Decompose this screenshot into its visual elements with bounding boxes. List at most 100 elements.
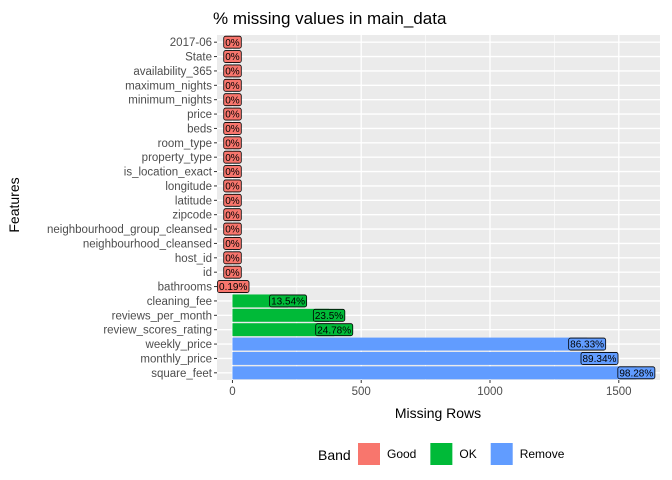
bar-label-price: 0% xyxy=(225,110,240,121)
bar-label-box xyxy=(312,308,346,322)
bar-reviews_per_month xyxy=(232,308,330,322)
bar-label-neighbourhood_cleansed: 0% xyxy=(225,239,240,250)
bar-label-box xyxy=(223,150,242,164)
x-tick-label: 1500 xyxy=(606,386,632,398)
bar-label-box xyxy=(217,280,250,293)
bar-weekly_price xyxy=(232,337,588,351)
bar-monthly_price xyxy=(232,351,600,365)
gridlines xyxy=(217,35,660,380)
bar-label-box xyxy=(223,193,242,207)
bar-label-box xyxy=(315,323,354,337)
bar-label-availability_365: 0% xyxy=(225,67,240,78)
bar-label-id: 0% xyxy=(225,268,240,279)
bar-label-reviews_per_month: 23.5% xyxy=(315,311,343,322)
chart-title: % missing values in main_data xyxy=(213,9,447,28)
bar-label-neighbourhood_group_cleansed: 0% xyxy=(225,225,240,236)
y-tick-label: weekly_price xyxy=(145,339,212,351)
bar-label-box xyxy=(223,165,242,178)
bar-label-beds: 0% xyxy=(225,124,240,135)
y-tick-label: State xyxy=(185,52,212,64)
bar-label-box xyxy=(223,265,242,279)
bar-label-bathrooms: 0.19% xyxy=(219,282,247,293)
y-tick-label: zipcode xyxy=(172,210,212,222)
y-tick-label: latitude xyxy=(175,195,212,207)
y-tick-label: longitude xyxy=(165,181,212,193)
bar-label-box xyxy=(223,35,242,49)
bar-review_scores_rating xyxy=(232,323,335,337)
legend-title: Band xyxy=(318,447,351,463)
bar-label-cleaning_fee: 13.54% xyxy=(271,297,305,308)
y-tick-label: 2017-06 xyxy=(170,37,212,49)
bar-label-zipcode: 0% xyxy=(225,210,240,221)
legend-key-remove xyxy=(490,443,513,465)
y-axis-ticks: 2017-06 State availability_365 maximum_nigh… xyxy=(47,37,217,380)
bar-label-is_location_exact: 0% xyxy=(225,167,240,178)
bar-label-box xyxy=(223,251,242,265)
x-tick-label: 0 xyxy=(229,386,235,398)
bar-label-box xyxy=(223,107,242,121)
bar-label-box xyxy=(223,50,242,63)
bar-label-maximum_nights: 0% xyxy=(225,81,240,92)
bar-label-box xyxy=(617,366,656,380)
bar-label-box xyxy=(223,237,242,250)
y-tick-label: is_location_exact xyxy=(124,167,213,179)
y-tick-label: neighbourhood_cleansed xyxy=(83,238,212,250)
x-axis-ticks: 0 500 1000 1500 xyxy=(229,380,632,398)
y-tick-label: price xyxy=(187,109,212,121)
bar-label-2017-06: 0% xyxy=(225,38,240,49)
bar-label-box xyxy=(223,179,242,193)
x-tick-label: 500 xyxy=(352,386,371,398)
x-axis-title: Missing Rows xyxy=(395,405,481,421)
bar-label-weekly_price: 86.33% xyxy=(570,340,604,351)
y-tick-label: property_type xyxy=(142,152,212,164)
legend-label-remove: Remove xyxy=(520,447,565,461)
bar-label-monthly_price: 89.34% xyxy=(583,354,617,365)
bar-label-square_feet: 98.28% xyxy=(619,368,653,379)
bar-label-minimum_nights: 0% xyxy=(225,95,240,106)
bar-label-latitude: 0% xyxy=(225,196,240,207)
bar-label-State: 0% xyxy=(225,52,240,63)
bars xyxy=(232,280,637,380)
bar-label-box xyxy=(269,294,308,308)
bar-label-box xyxy=(223,64,242,78)
bar-label-box xyxy=(580,352,619,365)
bar-label-box xyxy=(568,337,607,351)
y-tick-label: neighbourhood_group_cleansed xyxy=(47,224,212,236)
legend-label-good: Good xyxy=(387,447,416,461)
bar-label-box xyxy=(223,122,242,135)
bar-label-review_scores_rating: 24.78% xyxy=(317,325,351,336)
bar-label-property_type: 0% xyxy=(225,153,240,164)
y-tick-label: beds xyxy=(187,123,212,135)
y-tick-label: id xyxy=(203,267,212,279)
legend-key-ok xyxy=(430,443,453,465)
legend: Band Good OK Remove xyxy=(318,443,565,465)
legend-label-ok: OK xyxy=(459,447,476,461)
y-tick-label: availability_365 xyxy=(133,66,212,78)
y-tick-label: cleaning_fee xyxy=(147,296,212,308)
bar-label-room_type: 0% xyxy=(225,138,240,149)
plot-background xyxy=(217,35,660,380)
bar-labels: 0% 0% 0% 0% 0% 0% 0% 0% 0% 0% 0% 0% 0% 0% 0% 0% 0% 0.19% 1… xyxy=(217,35,656,380)
bar-label-box xyxy=(223,208,242,222)
bar-label-box xyxy=(223,93,242,107)
x-tick-label: 1000 xyxy=(477,386,503,398)
bar-label-host_id: 0% xyxy=(225,253,240,264)
y-tick-label: bathrooms xyxy=(158,282,213,294)
bar-square_feet xyxy=(232,366,637,380)
bar-label-box xyxy=(223,136,242,150)
bar-label-longitude: 0% xyxy=(225,182,240,193)
y-tick-label: review_scores_rating xyxy=(103,325,212,337)
bar-label-box xyxy=(223,78,242,92)
y-tick-label: monthly_price xyxy=(140,353,212,365)
y-tick-label: minimum_nights xyxy=(128,95,212,107)
legend-key-good xyxy=(358,443,380,465)
y-tick-label: reviews_per_month xyxy=(112,310,212,322)
bar-label-box xyxy=(223,222,242,236)
y-tick-label: maximum_nights xyxy=(125,80,212,92)
y-axis-title: Features xyxy=(6,177,22,232)
y-tick-label: host_id xyxy=(175,253,212,265)
y-tick-label: square_feet xyxy=(151,368,213,380)
y-tick-label: room_type xyxy=(158,138,212,150)
